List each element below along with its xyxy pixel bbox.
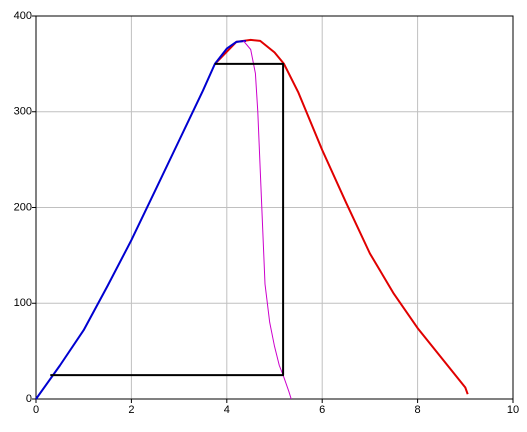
y-tick-label: 100 [14, 297, 32, 309]
y-tick-label: 200 [14, 201, 32, 213]
x-tick-label: 4 [224, 404, 230, 416]
x-tick-label: 8 [415, 404, 421, 416]
x-tick-label: 10 [507, 404, 519, 416]
line-series [50, 62, 285, 377]
y-tick-label: 0 [26, 393, 32, 405]
x-tick-label: 6 [319, 404, 325, 416]
line-series [214, 38, 469, 395]
line-series [35, 39, 247, 400]
y-tick-label: 400 [14, 10, 32, 22]
plot-frame [35, 15, 514, 400]
x-tick-label: 2 [128, 404, 134, 416]
x-tick-label: 0 [33, 404, 39, 416]
y-tick-label: 300 [14, 106, 32, 118]
